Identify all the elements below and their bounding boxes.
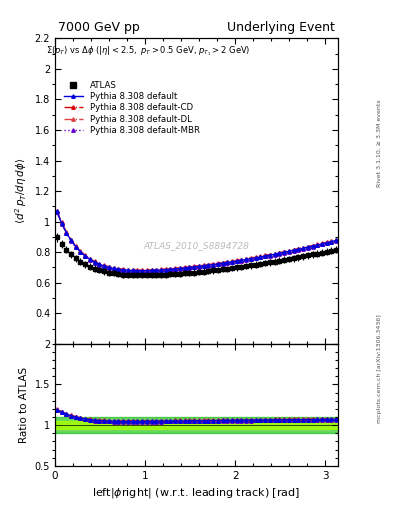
X-axis label: left$|\phi$right$|$ (w.r.t. leading track) [rad]: left$|\phi$right$|$ (w.r.t. leading trac… [92,486,301,500]
Pythia 8.308 default-DL [135,267,140,273]
Y-axis label: $\langle d^2\,p_T/d\eta\,d\phi\rangle$: $\langle d^2\,p_T/d\eta\,d\phi\rangle$ [13,158,29,224]
Pythia 8.308 default [135,268,140,274]
Pythia 8.308 default-CD [334,237,338,243]
Line: Pythia 8.308 default: Pythia 8.308 default [55,210,338,272]
Pythia 8.308 default-DL [149,267,154,273]
Text: $\Sigma(p_T)$ vs $\Delta\phi$ ($|\eta|<2.5,$ $p_T>0.5$ GeV, $p_{T_1}>2$ GeV): $\Sigma(p_T)$ vs $\Delta\phi$ ($|\eta|<2… [46,45,251,58]
Pythia 8.308 default-DL [140,267,144,273]
Text: mcplots.cern.ch [arXiv:1306.3436]: mcplots.cern.ch [arXiv:1306.3436] [377,314,382,423]
Pythia 8.308 default [234,258,239,264]
Text: 7000 GeV pp: 7000 GeV pp [58,21,140,34]
Pythia 8.308 default [55,208,59,215]
Pythia 8.308 default-DL [334,237,338,243]
Pythia 8.308 default-CD [55,208,59,214]
Pythia 8.308 default-DL [102,263,107,269]
Pythia 8.308 default-MBR [125,268,130,274]
Pythia 8.308 default-CD [135,267,140,273]
Y-axis label: Ratio to ATLAS: Ratio to ATLAS [19,367,29,443]
Pythia 8.308 default-MBR [55,209,59,215]
Pythia 8.308 default [149,267,154,273]
Text: Underlying Event: Underlying Event [227,21,335,34]
Pythia 8.308 default-CD [154,267,159,273]
Pythia 8.308 default-CD [125,267,130,273]
Pythia 8.308 default [334,238,338,244]
Pythia 8.308 default-CD [102,262,107,268]
Pythia 8.308 default [140,268,144,274]
Line: Pythia 8.308 default-MBR: Pythia 8.308 default-MBR [55,210,338,273]
Pythia 8.308 default-DL [125,267,130,273]
Pythia 8.308 default [102,263,107,269]
Bar [55,421,338,429]
Text: Rivet 3.1.10, ≥ 3.3M events: Rivet 3.1.10, ≥ 3.3M events [377,99,382,187]
Pythia 8.308 default-CD [234,258,239,264]
Pythia 8.308 default-MBR [140,268,144,274]
Pythia 8.308 default-DL [154,267,159,273]
Pythia 8.308 default-MBR [154,268,159,274]
Pythia 8.308 default-MBR [149,268,154,274]
Pythia 8.308 default-CD [149,267,154,273]
Line: Pythia 8.308 default-DL: Pythia 8.308 default-DL [55,209,338,272]
Text: ATLAS_2010_S8894728: ATLAS_2010_S8894728 [143,242,250,250]
Bar [55,417,338,433]
Pythia 8.308 default-DL [234,258,239,264]
Pythia 8.308 default-MBR [234,259,239,265]
Pythia 8.308 default-MBR [102,263,107,269]
Legend: ATLAS, Pythia 8.308 default, Pythia 8.308 default-CD, Pythia 8.308 default-DL, P: ATLAS, Pythia 8.308 default, Pythia 8.30… [62,79,202,136]
Pythia 8.308 default [154,267,159,273]
Line: Pythia 8.308 default-CD: Pythia 8.308 default-CD [55,209,338,272]
Pythia 8.308 default-DL [55,208,59,214]
Pythia 8.308 default-MBR [135,268,140,274]
Pythia 8.308 default-MBR [334,238,338,244]
Pythia 8.308 default [125,267,130,273]
Pythia 8.308 default-CD [140,267,144,273]
